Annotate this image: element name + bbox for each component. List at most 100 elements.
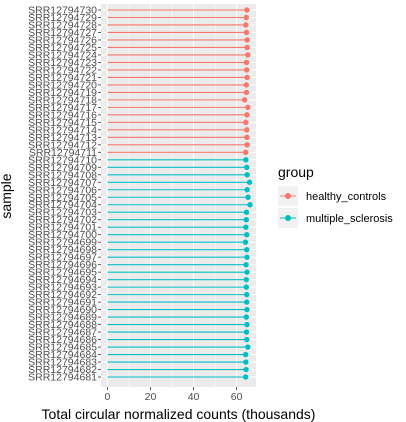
y-tick-label: SRR12794719: [28, 87, 97, 99]
point-SRR12794684: [242, 351, 249, 358]
y-tick-label: SRR12794697: [28, 252, 97, 264]
point-SRR12794695: [244, 269, 250, 275]
point-SRR12794697: [244, 254, 250, 260]
y-tick-label: SRR12794705: [28, 192, 97, 204]
x-tick-label: 60: [231, 391, 243, 403]
plot-panel: [101, 4, 256, 387]
y-tick-label: SRR12794713: [28, 132, 97, 144]
y-tick-label: SRR12794716: [28, 109, 97, 121]
point-SRR12794726: [244, 37, 250, 43]
y-tick-label: SRR12794689: [28, 312, 97, 324]
point-SRR12794730: [244, 7, 250, 13]
y-tick-label: SRR12794690: [28, 304, 97, 316]
point-SRR12794718: [241, 97, 248, 103]
point-SRR12794708: [244, 172, 250, 178]
x-axis-title: Total circular normalized counts (thousa…: [42, 406, 316, 422]
y-tick-label: SRR12794700: [28, 229, 97, 241]
y-tick-label: SRR12794710: [28, 154, 97, 166]
legend: group healthy_controls multiple_sclerosi…: [278, 164, 393, 228]
y-tick-label: SRR12794718: [28, 94, 97, 106]
y-tick-label: SRR12794728: [28, 19, 97, 31]
point-SRR12794721: [244, 74, 250, 81]
point-SRR12794707: [246, 179, 253, 185]
point-SRR12794717: [245, 104, 251, 111]
point-SRR12794716: [244, 112, 250, 118]
y-tick-label: SRR12794721: [28, 72, 97, 84]
lollipop-stems: [107, 9, 250, 378]
y-tick-label: SRR12794726: [28, 34, 97, 46]
point-SRR12794713: [244, 134, 250, 141]
point-SRR12794702: [243, 217, 250, 223]
y-tick-label: SRR12794723: [28, 57, 97, 69]
point-SRR12794688: [244, 321, 250, 328]
point-SRR12794723: [243, 59, 250, 66]
x-ticks: 0 20 40 60: [105, 387, 243, 403]
y-tick-label: SRR12794707: [28, 177, 97, 189]
y-tick-label: SRR12794687: [28, 327, 97, 339]
y-tick-label: SRR12794698: [28, 244, 97, 256]
point-SRR12794709: [244, 164, 250, 170]
point-SRR12794691: [244, 299, 250, 305]
point-SRR12794700: [244, 232, 250, 238]
y-tick-label: SRR12794724: [28, 49, 97, 61]
x-tick-label: 0: [105, 391, 111, 403]
y-tick-label: SRR12794709: [28, 162, 97, 174]
x-tick-label: 20: [145, 391, 157, 403]
point-SRR12794696: [243, 261, 249, 268]
point-SRR12794724: [245, 52, 251, 58]
point-SRR12794683: [243, 359, 249, 365]
point-SRR12794705: [245, 194, 251, 200]
point-SRR12794728: [243, 22, 249, 28]
point-SRR12794722: [244, 67, 250, 73]
x-tick-label: 40: [188, 391, 200, 403]
y-tick-label: SRR12794681: [28, 372, 97, 384]
point-SRR12794693: [243, 284, 250, 290]
y-tick-label: SRR12794730: [28, 5, 97, 17]
point-SRR12794682: [243, 366, 249, 373]
point-SRR12794689: [243, 314, 250, 320]
point-SRR12794704: [247, 202, 253, 208]
y-tick-label: SRR12794717: [28, 102, 97, 114]
y-tick-labels: SRR12794730SRR12794729SRR12794728SRR1279…: [28, 5, 101, 384]
legend-label-healthy-controls: healthy_controls: [306, 191, 387, 203]
legend-key-multiple-sclerosis: multiple_sclerosis: [278, 208, 393, 228]
point-SRR12794703: [243, 209, 250, 215]
y-tick-label: SRR12794695: [28, 267, 97, 279]
grid-minor: [128, 4, 216, 387]
legend-swatch-multiple-sclerosis: [285, 215, 291, 221]
point-SRR12794711: [242, 149, 249, 156]
y-tick-label: SRR12794694: [28, 274, 97, 286]
y-tick-label: SRR12794711: [29, 147, 97, 159]
point-SRR12794712: [244, 142, 250, 148]
point-SRR12794706: [244, 187, 250, 193]
y-tick-label: SRR12794683: [28, 357, 97, 369]
y-tick-label: SRR12794702: [28, 214, 97, 226]
legend-title: group: [278, 164, 314, 180]
point-SRR12794714: [244, 127, 250, 133]
y-axis-title: sample: [0, 173, 14, 218]
y-tick-label: SRR12794722: [28, 64, 97, 76]
point-SRR12794710: [243, 157, 249, 163]
legend-swatch-healthy-controls: [285, 193, 291, 199]
point-SRR12794694: [243, 276, 250, 283]
point-SRR12794685: [245, 344, 251, 350]
y-tick-label: SRR12794712: [28, 139, 97, 151]
legend-label-multiple-sclerosis: multiple_sclerosis: [306, 213, 393, 225]
y-tick-label: SRR12794706: [28, 184, 97, 196]
y-tick-label: SRR12794696: [28, 259, 97, 271]
point-SRR12794686: [244, 336, 250, 343]
point-SRR12794719: [243, 89, 250, 96]
point-SRR12794720: [243, 82, 250, 88]
y-tick-label: SRR12794686: [28, 334, 97, 346]
y-tick-label: SRR12794715: [28, 117, 97, 129]
y-tick-label: SRR12794682: [28, 364, 97, 376]
y-tick-label: SRR12794699: [28, 237, 97, 249]
y-tick-label: SRR12794708: [28, 169, 97, 181]
y-tick-label: SRR12794725: [28, 42, 97, 54]
point-SRR12794698: [244, 246, 250, 253]
point-SRR12794715: [243, 119, 249, 126]
y-tick-label: SRR12794692: [28, 289, 97, 301]
y-tick-label: SRR12794703: [28, 207, 97, 219]
y-tick-label: SRR12794727: [28, 27, 97, 39]
